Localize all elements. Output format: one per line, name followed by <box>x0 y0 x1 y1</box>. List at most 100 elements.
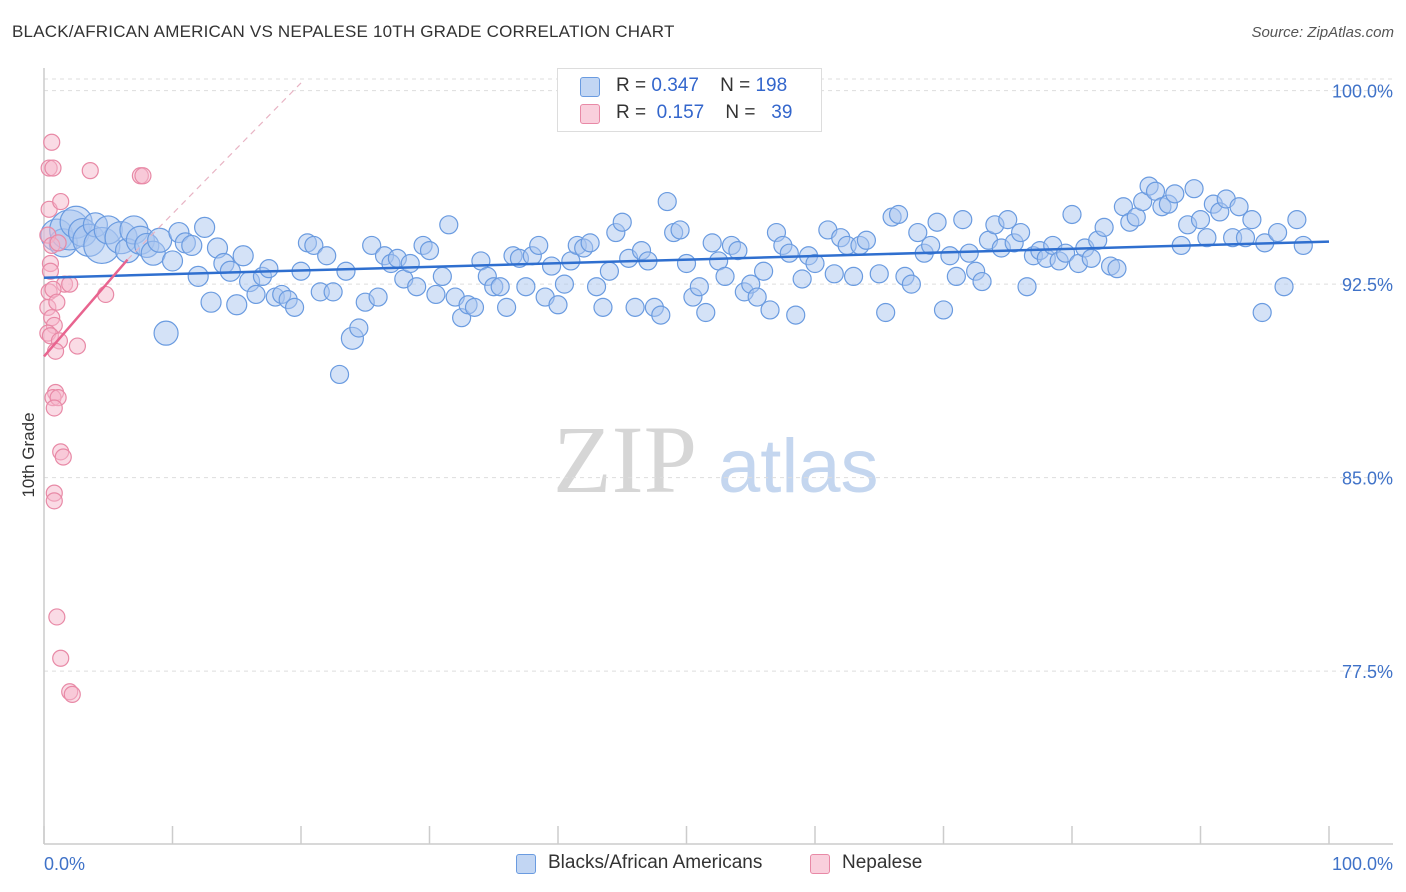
point-blacks-69 <box>497 297 517 317</box>
point-blacks-126 <box>876 302 896 323</box>
y-tick-label-2: 85.0% <box>1342 469 1393 489</box>
point-blacks-82 <box>580 233 600 253</box>
point-blacks-17 <box>161 250 184 272</box>
point-blacks-138 <box>953 210 973 230</box>
point-blacks-94 <box>657 191 677 212</box>
watermark-atlas: atlas <box>718 424 879 509</box>
point-blacks-114 <box>786 305 806 325</box>
point-blacks-74 <box>529 235 549 256</box>
point-blacks-130 <box>901 274 921 294</box>
point-blacks-43 <box>329 364 350 385</box>
point-blacks-176 <box>1197 228 1217 248</box>
point-blacks-54 <box>400 253 420 274</box>
point-blacks-135 <box>933 300 954 320</box>
chart-source: Source: ZipAtlas.com <box>1251 24 1394 41</box>
point-blacks-189 <box>1252 302 1272 323</box>
point-blacks-113 <box>779 243 799 263</box>
point-blacks-136 <box>940 246 960 266</box>
point-blacks-64 <box>464 297 485 317</box>
point-blacks-87 <box>612 212 632 232</box>
legend-r-value-nepalese: 0.157 <box>656 102 705 123</box>
bottom-legend-label-blacks: Blacks/African Americans <box>548 852 763 873</box>
point-blacks-101 <box>702 233 722 253</box>
point-nepalese-3 <box>81 162 99 180</box>
series-blacks-points <box>40 176 1313 385</box>
legend-n-value-blacks: 198 <box>755 75 788 96</box>
y-tick-label-1: 92.5% <box>1342 275 1393 295</box>
point-nepalese-37 <box>41 262 60 280</box>
point-blacks-60 <box>439 215 459 235</box>
series-nepalese-points <box>39 133 152 703</box>
point-blacks-174 <box>1184 179 1204 199</box>
point-nepalese-5 <box>134 167 152 185</box>
point-nepalese-33 <box>48 608 66 626</box>
point-blacks-76 <box>541 256 562 276</box>
point-blacks-58 <box>426 284 446 305</box>
point-blacks-188 <box>1267 222 1288 243</box>
point-blacks-32 <box>259 259 279 279</box>
point-nepalese-32 <box>45 492 63 510</box>
point-nepalese-36 <box>63 685 81 703</box>
legend-n-label-nepalese: N = <box>725 102 756 123</box>
point-blacks-160 <box>1094 217 1114 237</box>
point-blacks-183 <box>1242 210 1262 230</box>
point-nepalese-0 <box>43 133 61 151</box>
point-blacks-105 <box>728 241 748 261</box>
legend-r-value-blacks: 0.347 <box>651 75 699 96</box>
point-blacks-93 <box>651 305 671 325</box>
point-blacks-148 <box>1017 277 1037 297</box>
y-tick-label-3: 77.5% <box>1342 662 1393 682</box>
point-nepalese-16 <box>97 285 115 304</box>
point-blacks-100 <box>696 302 716 323</box>
point-nepalese-2 <box>44 159 62 177</box>
grid-lines <box>44 78 1395 672</box>
point-blacks-181 <box>1229 197 1249 217</box>
trend-lines <box>43 82 1330 358</box>
point-blacks-186 <box>1293 235 1313 256</box>
point-nepalese-30 <box>54 448 72 466</box>
point-nepalese-24 <box>68 337 87 355</box>
x-tick-label-0: 0.0% <box>44 854 85 874</box>
point-blacks-42 <box>323 282 343 302</box>
point-blacks-145 <box>998 210 1018 230</box>
point-blacks-72 <box>516 277 536 297</box>
x-tick-labels: 0.0% 100.0% <box>44 854 1393 874</box>
point-blacks-23 <box>200 291 222 313</box>
watermark-zip: ZIP <box>553 406 697 513</box>
point-blacks-48 <box>362 235 382 256</box>
point-blacks-124 <box>856 230 877 250</box>
point-blacks-115 <box>792 269 812 289</box>
bottom-legend-label-nepalese: Nepalese <box>842 852 923 873</box>
point-blacks-110 <box>760 300 780 320</box>
point-blacks-103 <box>715 266 735 286</box>
point-blacks-16 <box>153 320 179 346</box>
point-blacks-162 <box>1107 259 1127 279</box>
point-blacks-182 <box>1235 228 1256 248</box>
point-blacks-125 <box>869 264 889 284</box>
point-blacks-109 <box>753 261 774 281</box>
point-blacks-89 <box>625 297 645 317</box>
point-blacks-30 <box>246 284 266 305</box>
point-blacks-49 <box>368 287 388 307</box>
trend-line-nepalese <box>43 258 129 358</box>
point-blacks-141 <box>972 271 992 292</box>
axes <box>43 68 1393 845</box>
legend-r-label-nepalese: R = <box>616 102 647 123</box>
point-blacks-187 <box>1274 277 1294 297</box>
point-blacks-96 <box>670 220 690 240</box>
point-blacks-108 <box>747 287 767 307</box>
point-blacks-83 <box>586 277 607 297</box>
point-blacks-44 <box>336 261 356 281</box>
point-blacks-20 <box>181 234 203 257</box>
stats-legend: R = 0.347 N = 198 R = 0.157 N = 39 <box>557 68 822 132</box>
point-nepalese-7 <box>52 192 70 211</box>
point-blacks-134 <box>927 212 947 232</box>
legend-swatch-nepalese <box>580 104 600 124</box>
point-blacks-171 <box>1165 184 1185 204</box>
trend-line-blacks <box>43 240 1330 279</box>
point-blacks-139 <box>959 243 979 263</box>
point-blacks-137 <box>946 266 966 286</box>
point-blacks-55 <box>407 277 427 297</box>
legend-r-label-blacks: R = <box>616 75 647 96</box>
